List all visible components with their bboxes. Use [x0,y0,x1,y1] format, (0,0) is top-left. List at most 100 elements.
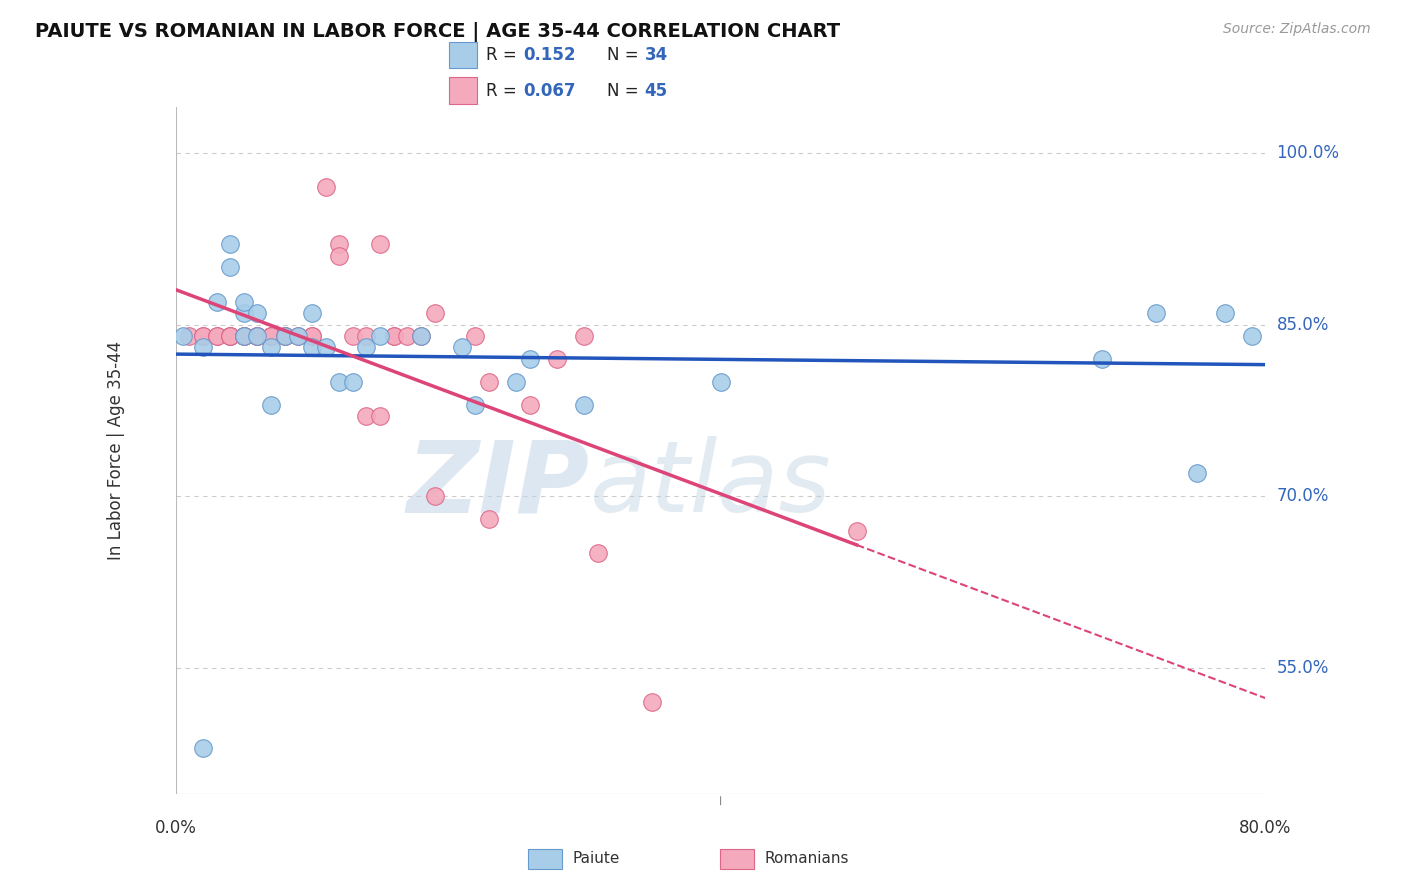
Point [287,329,309,343]
Point [219,260,242,275]
Point [260,340,283,354]
Point [845,524,868,538]
Text: 45: 45 [644,82,668,100]
Point [232,306,254,320]
Point [205,329,228,343]
Point [219,237,242,252]
Point [464,398,486,412]
Point [574,398,596,412]
Point [274,329,297,343]
Text: 100.0%: 100.0% [1277,144,1340,161]
Text: 0.0%: 0.0% [155,819,197,837]
Point [191,329,214,343]
Point [191,340,214,354]
Point [172,329,194,343]
Point [396,329,419,343]
Point [219,329,242,343]
Point [574,329,596,343]
Point [1091,351,1114,366]
Point [423,306,446,320]
Point [260,329,283,343]
Point [274,329,297,343]
Point [505,375,527,389]
Bar [720,848,754,869]
Point [356,340,378,354]
Point [464,329,486,343]
Point [328,237,350,252]
Point [219,329,242,343]
Point [260,329,283,343]
Point [478,512,501,526]
Text: Paiute: Paiute [572,851,620,866]
Point [409,329,432,343]
Point [368,237,391,252]
Point [382,329,405,343]
Point [246,329,269,343]
Point [586,546,609,560]
Text: N =: N = [607,46,644,64]
Point [179,329,201,343]
Point [519,398,541,412]
Point [315,180,337,194]
Point [246,306,269,320]
Point [356,329,378,343]
Text: Source: ZipAtlas.com: Source: ZipAtlas.com [1223,22,1371,37]
Point [710,375,733,389]
Text: 34: 34 [644,46,668,64]
Point [328,375,350,389]
Point [205,329,228,343]
Point [232,294,254,309]
Text: 0.067: 0.067 [523,82,576,100]
Point [219,329,242,343]
Point [232,329,254,343]
Point [191,329,214,343]
Point [450,340,472,354]
Text: 80.0%: 80.0% [1239,819,1292,837]
Point [409,329,432,343]
Text: 85.0%: 85.0% [1277,316,1329,334]
Point [287,329,309,343]
Point [232,329,254,343]
Point [246,329,269,343]
Text: 0.152: 0.152 [523,46,576,64]
Text: R =: R = [486,82,522,100]
Point [641,695,664,709]
Point [478,375,501,389]
Point [232,329,254,343]
Point [246,329,269,343]
Point [356,409,378,424]
Point [315,340,337,354]
Text: In Labor Force | Age 35-44: In Labor Force | Age 35-44 [107,341,125,560]
Point [274,329,297,343]
Bar [449,42,478,69]
Bar [529,848,562,869]
Point [368,409,391,424]
Point [342,329,364,343]
Point [246,329,269,343]
Point [232,329,254,343]
Text: 70.0%: 70.0% [1277,487,1329,505]
Point [382,329,405,343]
Point [191,741,214,756]
Point [301,340,323,354]
Text: 55.0%: 55.0% [1277,659,1329,677]
Point [205,294,228,309]
Point [260,329,283,343]
Text: ZIP: ZIP [406,436,591,533]
Bar [449,78,478,104]
Point [1240,329,1263,343]
Point [1187,467,1209,481]
Text: atlas: atlas [591,436,831,533]
Point [1144,306,1167,320]
Point [301,329,323,343]
Point [260,398,283,412]
Text: Romanians: Romanians [765,851,849,866]
Point [423,489,446,503]
Point [546,351,568,366]
Point [1213,306,1236,320]
Point [368,329,391,343]
Point [301,306,323,320]
Text: N =: N = [607,82,644,100]
Point [519,351,541,366]
Text: R =: R = [486,46,522,64]
